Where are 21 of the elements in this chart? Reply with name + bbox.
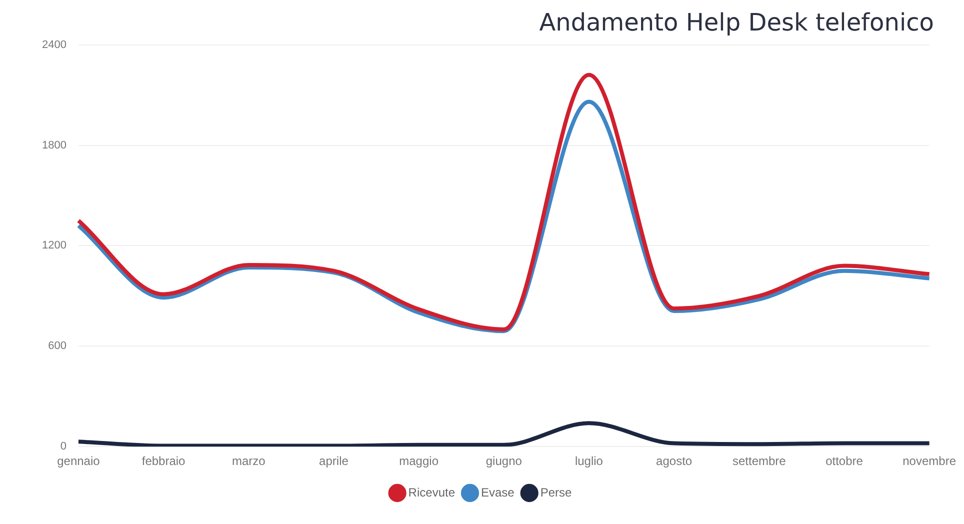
- x-tick-label: marzo: [232, 454, 266, 468]
- legend-label: Perse: [540, 485, 572, 500]
- x-tick-label: luglio: [574, 454, 604, 468]
- x-tick-label: agosto: [656, 454, 692, 468]
- x-tick-label: gennaio: [57, 454, 100, 468]
- x-tick-label: novembre: [902, 454, 956, 468]
- x-tick-label: ottobre: [826, 454, 864, 468]
- y-tick-label: 1200: [42, 240, 66, 252]
- x-tick-label: giugno: [486, 454, 522, 468]
- x-tick-label: aprile: [319, 454, 349, 468]
- legend-label: Evase: [480, 485, 515, 500]
- y-tick-label: 600: [48, 340, 66, 352]
- y-tick-label: 0: [60, 440, 66, 453]
- legend-label: Ricevute: [408, 485, 456, 500]
- x-tick-label: febbraio: [142, 454, 186, 468]
- chart-title: Andamento Help Desk telefonico: [539, 8, 934, 37]
- y-tick-label: 2400: [42, 38, 66, 51]
- x-tick-label: settembre: [732, 454, 786, 468]
- x-tick-label: maggio: [399, 454, 439, 468]
- y-tick-label: 1800: [42, 139, 66, 152]
- line-series: [76, 421, 932, 447]
